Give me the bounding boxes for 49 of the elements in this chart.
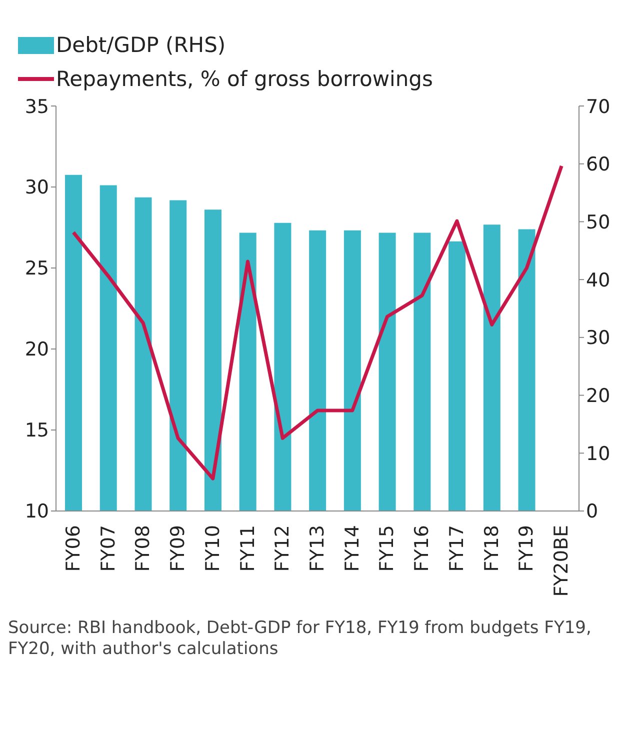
y2-tick-label: 50: [586, 211, 610, 234]
y2-tick-label: 70: [586, 96, 610, 118]
legend-label: Debt/GDP (RHS): [56, 33, 226, 57]
legend-entry: Repayments, % of gross borrowings: [18, 62, 433, 96]
y2-tick-label: 0: [586, 500, 598, 523]
x-tick-label: FY17: [446, 525, 468, 572]
source-note: Source: RBI handbook, Debt-GDP for FY18, FY19 from budgets FY19, FY20, with author's calculations: [8, 618, 592, 660]
bar: [239, 232, 256, 511]
y2-tick-label: 20: [586, 385, 610, 408]
bar: [274, 222, 292, 511]
legend-entry: Debt/GDP (RHS): [18, 28, 226, 62]
y2-tick-label: 30: [586, 327, 610, 350]
y2-tick-label: 10: [586, 442, 610, 465]
bar: [344, 230, 361, 511]
y2-tick-label: 40: [586, 269, 610, 292]
x-tick-label: FY13: [306, 525, 328, 572]
bar: [100, 185, 117, 511]
x-tick-label: FY16: [411, 525, 434, 572]
x-tick-label: FY11: [236, 525, 259, 572]
x-tick-label: FY07: [97, 525, 120, 572]
y-tick-label: 20: [24, 338, 49, 361]
bar: [170, 200, 187, 511]
x-tick-label: FY14: [341, 525, 364, 572]
bar: [518, 229, 536, 511]
bar: [448, 241, 466, 511]
y-tick-label: 35: [24, 96, 49, 118]
bar: [309, 230, 326, 511]
x-tick-label: FY08: [132, 525, 154, 572]
x-tick-label: FY06: [62, 525, 84, 572]
x-tick-label: FY20BE: [550, 525, 573, 597]
bar: [134, 197, 152, 511]
bar: [204, 210, 222, 511]
line-series: [72, 164, 564, 480]
bar: [414, 232, 431, 511]
y-tick-label: 25: [24, 258, 49, 280]
y-tick-label: 30: [24, 176, 49, 199]
x-tick-label: FY10: [202, 525, 224, 572]
x-tick-label: FY18: [480, 525, 503, 572]
legend-label: Repayments, % of gross borrowings: [56, 67, 433, 91]
x-tick-label: FY09: [167, 525, 190, 572]
bar: [65, 174, 82, 511]
bar: [378, 232, 396, 511]
x-tick-label: FY19: [516, 525, 538, 572]
x-tick-label: FY15: [376, 525, 398, 572]
y-tick-label: 15: [24, 420, 49, 442]
y2-tick-label: 60: [586, 154, 610, 176]
bar: [483, 224, 500, 511]
y-tick-label: 10: [24, 500, 49, 523]
x-tick-label: FY12: [272, 525, 294, 572]
